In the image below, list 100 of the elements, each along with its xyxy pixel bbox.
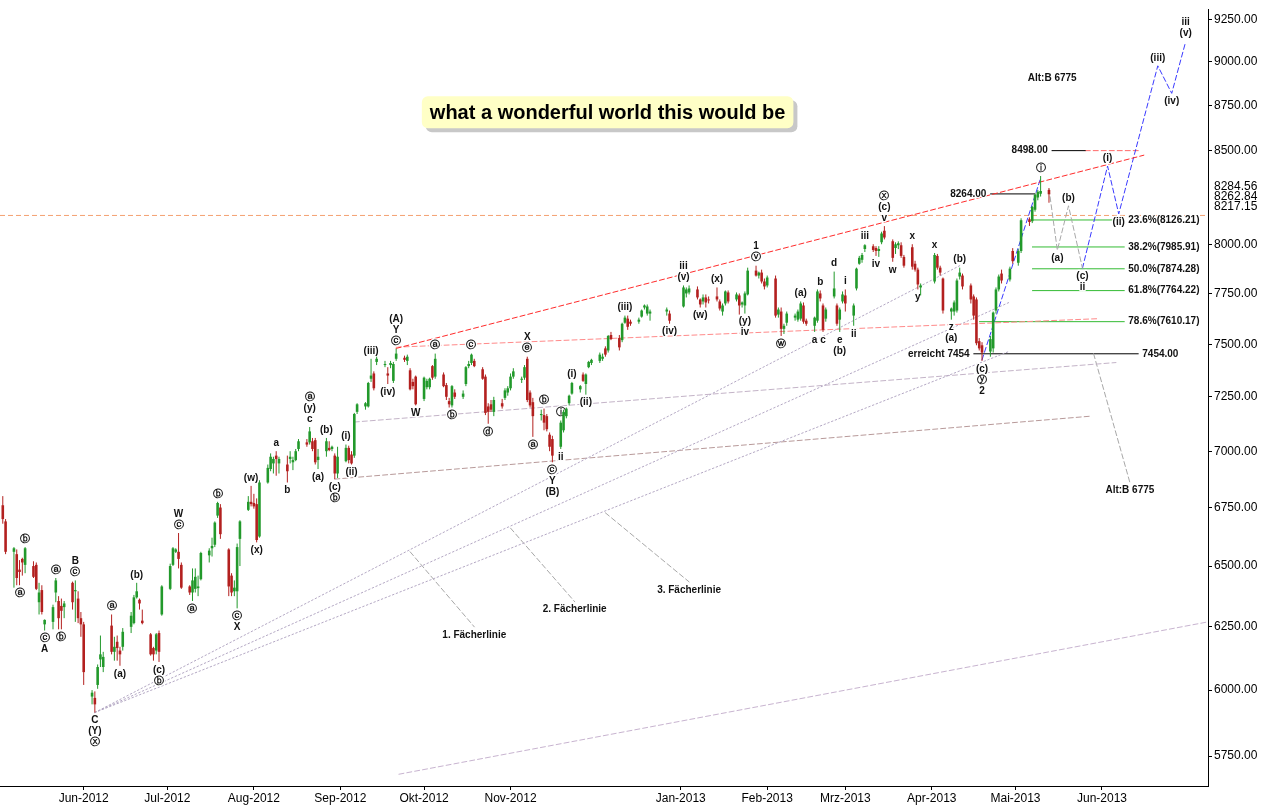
annotation: (ii) xyxy=(345,466,358,478)
annotation: a xyxy=(273,436,280,448)
annotation: (B) xyxy=(545,486,560,498)
annotation: ii xyxy=(557,450,564,462)
annotation: i xyxy=(843,275,847,287)
annotation: (c) xyxy=(975,362,989,374)
y-tick-label: 8500.00 xyxy=(1214,142,1258,157)
annotation: ⓐ xyxy=(187,602,198,614)
annotation: ⓔ xyxy=(522,342,533,354)
annotation: Alt:B 6775 xyxy=(1027,71,1078,83)
annotation: ii xyxy=(1079,281,1086,292)
annotation: A xyxy=(41,643,49,655)
annotation: (i) xyxy=(341,430,351,442)
annotation: (x) xyxy=(710,273,724,285)
annotation: a xyxy=(811,333,818,345)
annotation: c xyxy=(820,333,827,345)
annotation: (b) xyxy=(953,253,967,265)
annotation: ⓒ xyxy=(173,518,184,530)
annotation: z xyxy=(948,321,954,333)
y-tick-label: 7500.00 xyxy=(1214,336,1258,351)
annotation: ⓧ xyxy=(89,736,100,748)
annotation: (a) xyxy=(1051,252,1064,263)
x-tick-label: Feb-2013 xyxy=(741,790,794,805)
x-tick-label: Jun-2012 xyxy=(58,790,110,805)
annotation: 23.6%(8126.21) xyxy=(1128,213,1200,225)
x-tick-label: Jul-2012 xyxy=(144,790,191,805)
annotation: (iii) xyxy=(617,301,633,313)
annotation: ⓧ xyxy=(879,189,890,201)
annotation: ⓐ xyxy=(527,438,538,450)
annotation: 1. Fächerlinie xyxy=(442,628,507,640)
annotation: 61.8%(7764.22) xyxy=(1128,284,1200,296)
annotation: (v) xyxy=(1179,27,1192,39)
annotation: 7454.00 xyxy=(1142,347,1179,359)
annotation: ⓑ xyxy=(154,674,165,686)
annotation: iii xyxy=(860,229,870,241)
annotation: ⓒ xyxy=(70,566,81,578)
annotation: (b) xyxy=(1062,191,1075,203)
annotation: (a) xyxy=(311,470,325,482)
annotation: (c) xyxy=(152,663,166,675)
annotation: (iv) xyxy=(380,385,396,397)
annotation: ⓐ xyxy=(50,563,61,575)
annotation: W xyxy=(173,507,184,519)
annotation: (i) xyxy=(1102,151,1113,163)
y-tick-label: 7000.00 xyxy=(1214,443,1258,458)
y-tick-label: 6000.00 xyxy=(1214,682,1258,697)
annotation: 50.0%(7874.28) xyxy=(1128,262,1200,274)
annotation: ⓒ xyxy=(547,464,558,476)
annotation: (y) xyxy=(738,315,751,327)
x-tick-label: Mrz-2013 xyxy=(819,790,871,805)
x-tick-label: Aug-2012 xyxy=(227,790,281,805)
text: what a wonderful world this would be xyxy=(428,100,786,123)
annotation: ⓐ xyxy=(304,390,315,402)
annotation: ⓓ xyxy=(483,425,494,437)
x-tick-label: Mai-2013 xyxy=(990,790,1041,805)
annotation: e xyxy=(836,333,843,345)
annotation: ⓑ xyxy=(20,532,31,544)
annotation: (b) xyxy=(130,568,144,580)
annotation: c xyxy=(306,412,313,424)
annotation: d xyxy=(831,257,838,269)
annotation: b xyxy=(284,484,291,496)
annotation: (Y) xyxy=(88,725,102,737)
annotation: x xyxy=(909,229,916,241)
annotation: (ii) xyxy=(579,396,592,408)
x-tick-label: Apr-2013 xyxy=(907,790,957,805)
annotation: iii xyxy=(679,260,688,272)
x-tick-label: Jan-2013 xyxy=(655,790,707,805)
annotation: (iv) xyxy=(662,325,678,337)
annotation: B xyxy=(71,555,79,567)
y-tick-label: 5750.00 xyxy=(1214,748,1258,763)
annotation: ⓒ xyxy=(391,334,402,346)
annotation: 8498.00 xyxy=(1011,144,1049,156)
annotation: (A) xyxy=(389,312,404,324)
annotation: (c) xyxy=(878,200,891,212)
annotation: (b) xyxy=(320,423,333,435)
annotation: C xyxy=(91,714,99,726)
annotation: erreicht 7454 xyxy=(907,347,971,359)
annotation: ⓑ xyxy=(212,487,223,499)
annotation: (x) xyxy=(250,544,263,556)
y-tick-label: 6500.00 xyxy=(1214,558,1258,573)
annotation: (ii) xyxy=(1112,215,1125,227)
annotation: y xyxy=(915,291,922,303)
annotation: ⓘ xyxy=(1035,161,1046,173)
annotation: (iv) xyxy=(1164,95,1180,107)
annotation: w xyxy=(887,263,897,275)
annotation: ⓐ xyxy=(14,586,25,598)
x-tick-label: Okt-2012 xyxy=(399,790,450,805)
annotation: (w) xyxy=(243,471,259,483)
annotation: Alt:B 6775 xyxy=(1105,484,1155,496)
y-tick-label: 7750.00 xyxy=(1214,285,1258,300)
annotation: Y xyxy=(392,323,400,335)
annotation: (i) xyxy=(567,367,577,379)
annotation: b xyxy=(817,276,824,288)
annotation: ⓦ xyxy=(776,337,787,349)
annotation: (a) xyxy=(113,667,127,679)
y-tick-label: 6750.00 xyxy=(1214,499,1258,514)
x-tick-label: Sep-2012 xyxy=(314,790,367,805)
annotation: ⓑ xyxy=(56,631,67,643)
annotation: ⓒ xyxy=(466,339,477,351)
annotation: 2. Fächerlinie xyxy=(542,603,608,615)
annotation: iv xyxy=(740,326,750,338)
